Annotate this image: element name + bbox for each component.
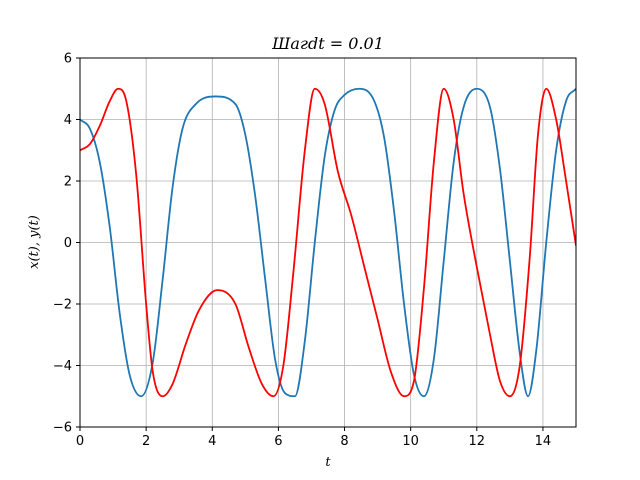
- x-tick-label: 8: [340, 434, 348, 449]
- chart-title: Шагdt = 0.01: [271, 34, 384, 53]
- ticks: 0 2 4 6 8 10 12 14 −6 −4 −2 0 2 4 6: [53, 52, 551, 450]
- y-tick-label: 2: [64, 175, 72, 190]
- x-axis-label: t: [325, 455, 331, 470]
- series-line-2: [80, 87, 576, 398]
- y-tick-label: −2: [53, 298, 72, 313]
- y-axis-label: x(t), y(t): [27, 215, 42, 269]
- x-tick-label: 14: [535, 434, 552, 449]
- x-tick-label: 4: [208, 434, 216, 449]
- series-line-1: [80, 87, 576, 398]
- y-tick-label: −4: [53, 359, 72, 374]
- y-tick-label: 4: [64, 113, 72, 128]
- x-tick-label: 0: [76, 434, 84, 449]
- x-tick-label: 12: [469, 434, 486, 449]
- series-layer: [80, 87, 576, 398]
- y-tick-label: −6: [53, 421, 72, 436]
- x-tick-label: 10: [402, 434, 419, 449]
- grid: [79, 57, 576, 428]
- y-tick-label: 0: [64, 236, 72, 251]
- x-tick-label: 2: [142, 434, 150, 449]
- x-tick-label: 6: [274, 434, 282, 449]
- y-tick-label: 6: [64, 52, 72, 67]
